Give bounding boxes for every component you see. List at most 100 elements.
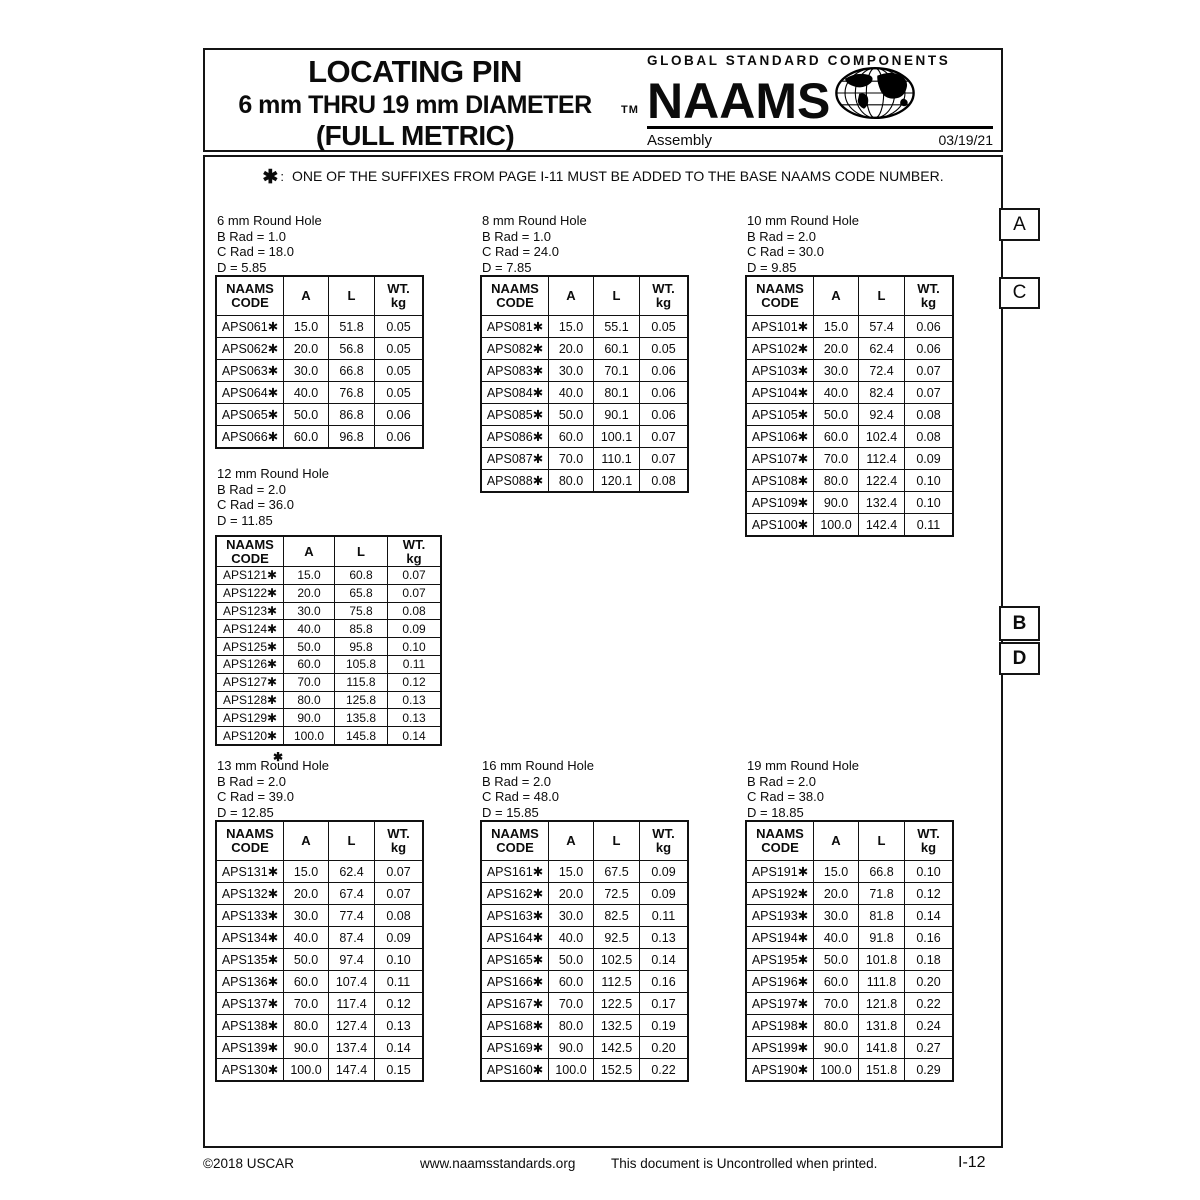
value-cell: 135.8 [334, 708, 388, 728]
value-cell: 0.11 [639, 904, 689, 927]
table-row: APS165✱ 50.0 102.5 0.14 [480, 948, 689, 971]
table-row: APS105✱ 50.0 92.4 0.08 [745, 403, 954, 426]
table-row: APS166✱ 60.0 112.5 0.16 [480, 970, 689, 993]
margin-tab-b: B [999, 606, 1040, 641]
value-cell: 0.13 [639, 926, 689, 949]
header-row: NAAMS CODE A L WT. kg [745, 275, 954, 316]
value-cell: 142.5 [593, 1036, 640, 1059]
code-cell: APS121✱ [215, 566, 284, 585]
value-cell: 101.8 [858, 948, 905, 971]
code-cell: APS135✱ [215, 948, 284, 971]
value-cell: 122.4 [858, 469, 905, 492]
value-cell: 70.0 [283, 672, 335, 692]
value-cell: 0.17 [639, 992, 689, 1015]
table-row: APS168✱ 80.0 132.5 0.19 [480, 1014, 689, 1037]
col-header: L [593, 820, 640, 861]
value-cell: 145.8 [334, 726, 388, 746]
value-cell: 60.8 [334, 566, 388, 585]
table-row: APS134✱ 40.0 87.4 0.09 [215, 926, 424, 949]
value-cell: 0.08 [374, 904, 424, 927]
value-cell: 20.0 [548, 337, 594, 360]
col-header: WT. kg [374, 275, 424, 316]
value-cell: 60.0 [813, 425, 859, 448]
data-table-19mm: NAAMS CODE A L WT. kg APS191✱ 15.0 66.8 0.10 APS19… [745, 820, 954, 1082]
code-cell: APS196✱ [745, 970, 814, 993]
header-row: NAAMS CODE A L WT. kg [215, 820, 424, 861]
code-cell: APS086✱ [480, 425, 549, 448]
value-cell: 132.4 [858, 491, 905, 514]
brand-divider [647, 126, 993, 129]
value-cell: 0.14 [639, 948, 689, 971]
copyright-text: ©2018 USCAR [203, 1156, 294, 1171]
value-cell: 125.8 [334, 690, 388, 710]
value-cell: 66.8 [858, 860, 905, 883]
col-header: NAAMS CODE [480, 820, 549, 861]
section-19mm: 19 mm Round Hole B Rad = 2.0 C Rad = 38.0 D… [745, 758, 954, 1082]
value-cell: 80.0 [283, 1014, 329, 1037]
table-row: APS199✱ 90.0 141.8 0.27 [745, 1036, 954, 1059]
code-cell: APS191✱ [745, 860, 814, 883]
section-spec: C Rad = 48.0 [482, 789, 559, 804]
code-cell: APS102✱ [745, 337, 814, 360]
section-spec: B Rad = 2.0 [747, 773, 817, 789]
brand-date: 03/19/21 [938, 132, 994, 148]
value-cell: 90.0 [548, 1036, 594, 1059]
code-cell: APS161✱ [480, 860, 549, 883]
code-cell: APS136✱ [215, 970, 284, 993]
value-cell: 0.08 [387, 601, 442, 621]
value-cell: 0.09 [639, 860, 689, 883]
value-cell: 50.0 [813, 403, 859, 426]
table-row: APS192✱ 20.0 71.8 0.12 [745, 882, 954, 905]
section-heading: 10 mm Round Hole [747, 213, 859, 228]
code-cell: APS107✱ [745, 447, 814, 470]
value-cell: 0.05 [374, 315, 424, 338]
section-heading: 6 mm Round Hole [217, 213, 322, 228]
table-row: APS104✱ 40.0 82.4 0.07 [745, 381, 954, 404]
col-header: L [593, 275, 640, 316]
value-cell: 0.10 [904, 469, 954, 492]
value-cell: 97.4 [328, 948, 375, 971]
section-spec: B Rad = 2.0 [747, 228, 817, 244]
col-header: L [858, 275, 905, 316]
value-cell: 102.4 [858, 425, 905, 448]
page-title: LOCATING PIN 6 mm THRU 19 mm DIAMETER (F… [211, 54, 619, 151]
code-cell: APS125✱ [215, 637, 284, 656]
section-spec: C Rad = 24.0 [482, 244, 559, 259]
value-cell: 0.06 [904, 315, 954, 338]
value-cell: 0.09 [904, 447, 954, 470]
table-row: APS121✱ 15.0 60.8 0.07 [215, 566, 442, 585]
value-cell: 115.8 [334, 672, 388, 692]
section-heading: 16 mm Round Hole [482, 758, 594, 773]
value-cell: 70.0 [283, 992, 329, 1015]
value-cell: 0.07 [904, 359, 954, 382]
data-table-6mm: NAAMS CODE A L WT. kg APS061✱ 15.0 51.8 0.05 APS06… [215, 275, 424, 449]
value-cell: 100.0 [283, 726, 335, 746]
data-table-13mm: NAAMS CODE A L WT. kg APS131✱ 15.0 62.4 0.07 APS13… [215, 820, 424, 1082]
section-heading: 12 mm Round Hole [217, 466, 329, 481]
value-cell: 0.07 [639, 425, 689, 448]
table-row: APS194✱ 40.0 91.8 0.16 [745, 926, 954, 949]
value-cell: 0.10 [374, 948, 424, 971]
brand-row: TM NAAMS [621, 66, 993, 126]
code-cell: APS194✱ [745, 926, 814, 949]
value-cell: 0.12 [387, 672, 442, 692]
table-row: APS122✱ 20.0 65.8 0.07 [215, 583, 442, 603]
data-table-16mm: NAAMS CODE A L WT. kg APS161✱ 15.0 67.5 0.09 APS16… [480, 820, 689, 1082]
col-header: NAAMS CODE [215, 275, 284, 316]
col-header: NAAMS CODE [745, 275, 814, 316]
table-row: APS126✱ 60.0 105.8 0.11 [215, 654, 442, 674]
value-cell: 20.0 [283, 882, 329, 905]
col-header: WT. kg [639, 820, 689, 861]
title-line-3: (FULL METRIC) [315, 120, 515, 151]
col-header: L [328, 820, 375, 861]
value-cell: 40.0 [283, 619, 335, 639]
col-header: WT. kg [387, 535, 442, 567]
table-row: APS062✱ 20.0 56.8 0.05 [215, 337, 424, 360]
value-cell: 75.8 [334, 601, 388, 621]
code-cell: APS122✱ [215, 583, 284, 603]
code-cell: APS101✱ [745, 315, 814, 338]
table-row: APS197✱ 70.0 121.8 0.22 [745, 992, 954, 1015]
value-cell: 51.8 [328, 315, 375, 338]
value-cell: 0.10 [904, 491, 954, 514]
